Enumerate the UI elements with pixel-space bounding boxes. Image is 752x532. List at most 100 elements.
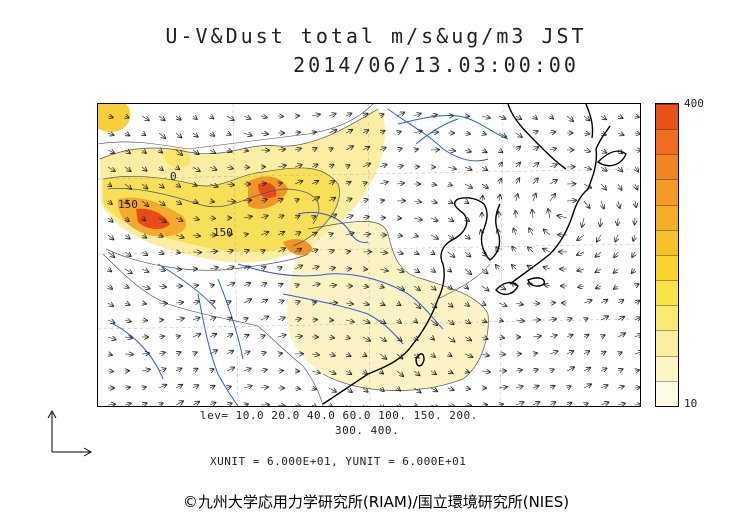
wind-arrow	[567, 403, 571, 405]
wind-arrow	[124, 235, 130, 239]
wind-arrow	[600, 116, 606, 119]
wind-arrow	[175, 149, 182, 155]
wind-arrow	[516, 163, 520, 168]
wind-arrow	[379, 353, 386, 359]
wind-arrow	[396, 337, 402, 341]
wind-arrow	[363, 371, 367, 374]
wind-arrow	[311, 267, 319, 270]
wind-arrow	[328, 215, 336, 219]
wind-arrow	[107, 251, 114, 257]
wind-arrow	[141, 403, 147, 405]
wind-arrow	[633, 234, 635, 241]
wind-arrow	[515, 133, 522, 137]
wind-arrow	[516, 147, 520, 150]
wind-arrow	[618, 116, 623, 118]
wind-arrow	[175, 385, 182, 388]
wind-arrow	[516, 178, 519, 185]
wind-arrow	[497, 229, 499, 236]
wind-arrow	[515, 370, 522, 371]
wind-arrow	[617, 333, 625, 337]
wind-arrow	[481, 184, 488, 188]
map-timestamp: 2014/06/13.03:00:00	[293, 53, 579, 77]
wind-arrow	[614, 269, 618, 273]
wind-arrow	[209, 403, 216, 406]
wind-arrow	[600, 316, 608, 320]
wind-arrow	[635, 370, 639, 371]
wind-arrow	[362, 234, 370, 235]
wind-arrow	[582, 217, 584, 227]
wind-arrow	[175, 269, 181, 270]
legend-swatch	[656, 355, 678, 381]
wind-arrow	[379, 182, 388, 184]
wind-arrow	[192, 334, 200, 337]
wind-arrow	[482, 196, 483, 202]
wind-arrow	[499, 150, 502, 152]
wind-arrow	[210, 386, 215, 388]
wind-arrow	[413, 218, 422, 220]
legend-swatch	[656, 305, 678, 331]
dust-core-south	[283, 239, 313, 256]
wind-arrow	[496, 265, 499, 269]
wind-arrow	[311, 250, 318, 253]
wind-arrow	[447, 319, 454, 324]
wind-arrow	[345, 113, 351, 116]
wind-arrow	[464, 167, 471, 170]
wind-arrow	[243, 200, 251, 201]
wind-arrow	[583, 368, 590, 371]
wind-arrow	[549, 402, 555, 405]
wind-arrow	[414, 405, 417, 406]
wind-arrow	[566, 318, 572, 320]
wind-arrow	[294, 405, 301, 406]
wind-arrow	[124, 268, 132, 273]
wind-arrow	[448, 201, 453, 203]
wind-arrow	[278, 267, 282, 269]
wind-arrow	[244, 150, 248, 151]
wind-arrow	[431, 269, 435, 272]
wind-arrow	[584, 335, 589, 337]
wind-arrow	[312, 233, 317, 235]
wind-arrow	[396, 370, 403, 376]
wind-arrow	[159, 167, 163, 170]
wind-arrow	[278, 353, 282, 354]
wind-arrow	[328, 354, 335, 356]
legend-swatch	[656, 254, 678, 281]
wind-arrow	[635, 301, 639, 303]
wind-arrow	[243, 216, 252, 218]
wind-arrow	[328, 114, 336, 116]
wind-arrow	[108, 286, 112, 289]
wind-arrow	[362, 199, 368, 201]
wind-arrow	[430, 371, 436, 374]
wind-arrow	[447, 405, 455, 406]
wind-arrow	[617, 369, 623, 371]
coast-russia	[507, 104, 567, 170]
wind-arrow	[329, 148, 333, 150]
reference-vector-axes	[47, 409, 93, 457]
wind-arrow	[596, 251, 602, 257]
wind-arrow	[226, 184, 234, 185]
wind-arrow	[430, 132, 438, 133]
wind-arrow	[108, 201, 112, 204]
wind-arrow	[158, 217, 166, 222]
wind-arrow	[193, 352, 197, 354]
wind-arrow	[583, 115, 590, 120]
wind-arrow	[158, 252, 164, 254]
wind-arrow	[549, 132, 555, 133]
wind-arrow	[528, 266, 534, 269]
wind-arrow	[210, 369, 214, 371]
wind-arrow	[430, 405, 438, 406]
wind-arrow	[362, 217, 369, 218]
contour-levels-line2: 300. 400.	[335, 424, 400, 437]
wind-arrow	[226, 283, 234, 286]
wind-arrow	[464, 251, 470, 257]
wind-arrow	[243, 133, 252, 136]
wind-arrow	[294, 336, 302, 337]
wind-arrow	[583, 300, 592, 303]
wind-arrow	[617, 317, 624, 320]
wind-arrow	[345, 404, 352, 406]
wind-arrow	[261, 267, 265, 269]
wind-arrow	[328, 337, 334, 338]
wind-arrow	[193, 369, 197, 371]
wind-arrow	[362, 337, 370, 341]
wind-arrow	[226, 368, 234, 372]
wind-arrow	[345, 233, 354, 235]
